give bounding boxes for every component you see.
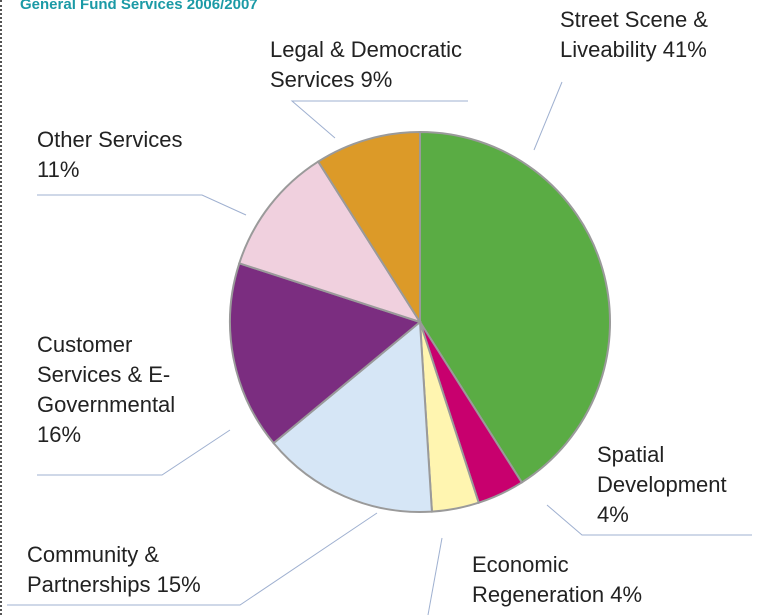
value-label: 4% bbox=[597, 502, 629, 527]
slice-label: Legal & Democratic Services 9% bbox=[270, 35, 500, 95]
value-label: 11% bbox=[37, 157, 80, 182]
slice-label: Customer Services & E-Governmental 16% bbox=[37, 330, 187, 450]
category-name: Customer Services & E-Governmental bbox=[37, 332, 176, 417]
slice-label: Other Services 11% bbox=[37, 125, 207, 185]
value-label: 16% bbox=[37, 422, 82, 447]
value-label: 41% bbox=[662, 37, 707, 62]
slice-label: Community & Partnerships 15% bbox=[27, 540, 217, 600]
leader-line bbox=[37, 429, 231, 476]
category-name: Other Services bbox=[37, 127, 183, 152]
category-name: Community & Partnerships bbox=[27, 542, 160, 597]
pie-slice bbox=[229, 262, 423, 445]
leader-line bbox=[546, 504, 752, 536]
category-name: Spatial Development bbox=[597, 442, 727, 497]
leader-line bbox=[37, 194, 247, 216]
category-name: Street Scene & Liveability bbox=[560, 7, 708, 62]
chart-title: General Fund Services 2006/2007 bbox=[20, 0, 258, 13]
category-name: Legal & Democratic Services bbox=[270, 37, 462, 92]
slice-label: Economic Regeneration 4% bbox=[472, 550, 652, 610]
pie-slice bbox=[272, 319, 433, 513]
value-label: 4% bbox=[610, 582, 643, 607]
leader-line bbox=[427, 537, 443, 615]
leader-line bbox=[290, 100, 468, 139]
slice-label: Street Scene & Liveability 41% bbox=[560, 5, 760, 65]
pie-slice bbox=[419, 130, 611, 484]
leader-line bbox=[7, 512, 378, 606]
value-label: 15% bbox=[156, 572, 201, 597]
pie-slice bbox=[238, 160, 423, 324]
leader-line bbox=[533, 81, 563, 151]
value-label: 9% bbox=[360, 67, 393, 92]
pie-slice bbox=[316, 130, 421, 326]
slices bbox=[229, 130, 611, 513]
category-name: Economic Regeneration bbox=[472, 552, 605, 607]
slice-label: Spatial Development 4% bbox=[597, 440, 737, 530]
